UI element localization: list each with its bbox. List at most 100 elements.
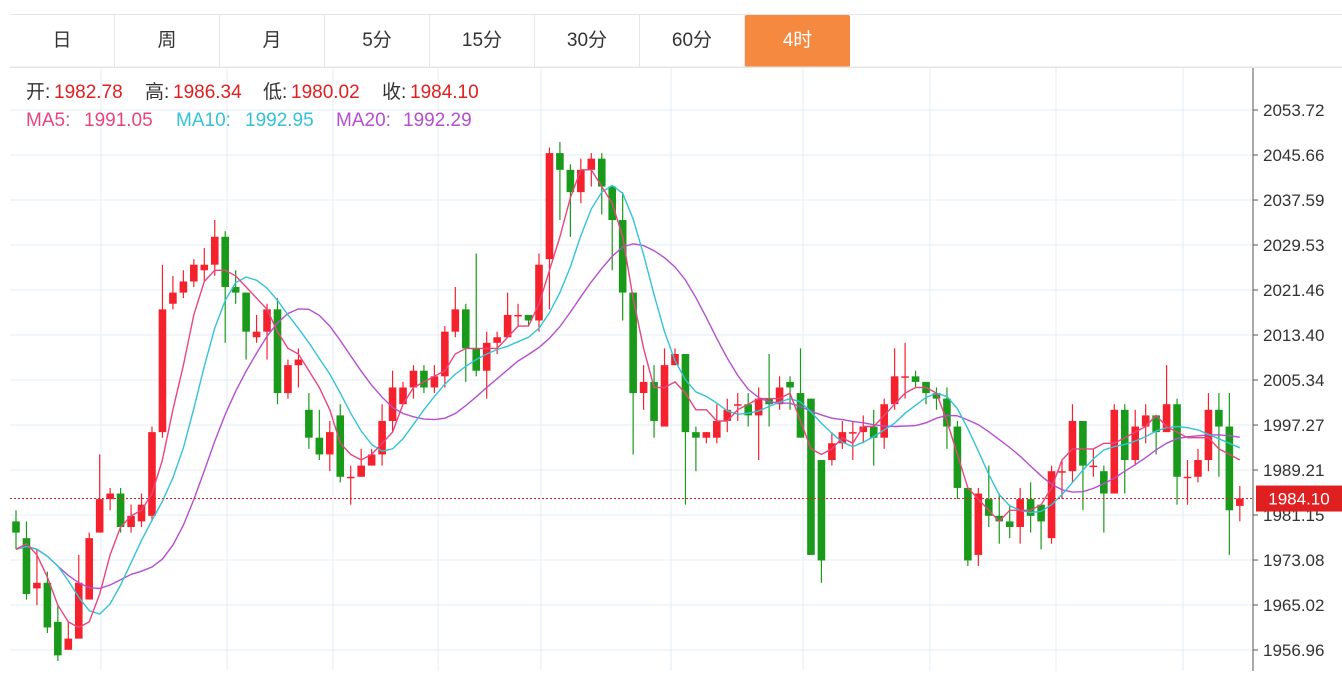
candle-117: [1236, 486, 1244, 522]
candle-body: [74, 582, 83, 639]
candle-body: [1183, 476, 1192, 479]
candle-body: [545, 153, 554, 260]
candle-102: [1079, 420, 1087, 511]
y-tick-label-7: 1997.27: [1263, 416, 1324, 435]
tab-day[interactable]: 日: [10, 15, 115, 67]
candle-body: [503, 314, 512, 338]
candle-114: [1204, 393, 1213, 472]
candle-70: [744, 393, 752, 427]
y-tick-label-1: 2045.66: [1263, 146, 1324, 165]
period-tabs: 日 周 月 5分 15分 30分 60分 4时: [10, 14, 1342, 68]
tab-60min[interactable]: 60分: [640, 15, 745, 67]
tab-5min[interactable]: 5分: [325, 15, 430, 67]
candle-69: [733, 393, 742, 421]
candle-90: [953, 420, 962, 500]
candle-body: [461, 309, 470, 349]
candle-26: [284, 359, 292, 399]
candle-2: [33, 549, 41, 606]
candle-body: [441, 331, 449, 377]
candle-91: [964, 487, 972, 567]
candle-37: [399, 381, 407, 405]
candle-body: [556, 153, 564, 170]
candle-body: [336, 415, 345, 477]
candle-54: [577, 158, 585, 204]
candle-body: [660, 365, 669, 427]
candle-body: [807, 398, 815, 555]
candle-body: [901, 376, 909, 378]
ma-readout: MA5: 1991.05 MA10: 1992.95 MA20: 1992.29: [26, 110, 472, 131]
candle-body: [639, 381, 648, 394]
y-tick-label-10: 1973.08: [1263, 551, 1324, 570]
candle-body: [1026, 499, 1035, 516]
candle-20: [221, 231, 229, 343]
ma5-line: [15, 169, 1241, 629]
candle-body: [796, 393, 805, 438]
candle-86: [911, 370, 920, 388]
candle-84: [890, 348, 899, 410]
candle-body: [106, 493, 114, 500]
candlestick-chart[interactable]: 2053.72 2045.66 2037.59 2029.53 2021.46 2013.…: [0, 66, 1342, 671]
candle-body: [148, 432, 156, 516]
candle-body: [1089, 465, 1098, 468]
current-price-marker: 1984.10: [10, 485, 1342, 512]
candle-1: [22, 521, 31, 600]
candle-body: [618, 220, 627, 293]
candle-body: [775, 387, 784, 405]
candle-14: [158, 264, 167, 438]
candle-73: [775, 376, 784, 410]
candle-18: [200, 247, 209, 282]
candle-83: [880, 398, 888, 449]
candle-66: [702, 432, 711, 444]
candle-98: [1037, 504, 1045, 550]
candle-77: [817, 460, 826, 583]
price-axis: 2053.72 2045.66 2037.59 2029.53 2021.46 2013.…: [1253, 101, 1324, 660]
candle-body: [284, 365, 292, 394]
candle-0: [12, 510, 20, 550]
candle-body: [378, 420, 386, 455]
candle-body: [95, 499, 104, 533]
candle-body: [964, 487, 972, 561]
candle-body: [1225, 426, 1234, 511]
tab-week[interactable]: 周: [115, 15, 220, 67]
candle-body: [430, 376, 439, 388]
candle-body: [1173, 404, 1181, 477]
candle-body: [566, 169, 575, 193]
candle-112: [1183, 460, 1192, 505]
candle-body: [733, 404, 742, 406]
candle-body: [273, 309, 282, 394]
candle-61: [650, 365, 658, 438]
candle-body: [1131, 426, 1140, 461]
candle-29: [315, 409, 324, 461]
y-tick-label-4: 2021.46: [1263, 281, 1324, 300]
candle-36: [388, 370, 397, 433]
candle-58: [618, 192, 627, 321]
y-tick-label-2: 2037.59: [1263, 191, 1324, 210]
tab-month[interactable]: 月: [220, 15, 325, 67]
candle-40: [430, 365, 439, 394]
candle-body: [179, 281, 188, 293]
candle-body: [221, 236, 229, 288]
candle-body: [1079, 420, 1087, 466]
candle-body: [158, 309, 167, 433]
candle-100: [1058, 460, 1066, 500]
candle-111: [1173, 398, 1181, 505]
candle-body: [597, 158, 606, 187]
candle-body: [116, 493, 125, 527]
candle-body: [692, 432, 700, 438]
tab-30min[interactable]: 30分: [535, 15, 640, 67]
candle-60: [639, 365, 648, 410]
candle-25: [273, 298, 282, 405]
candle-body: [723, 409, 732, 421]
candle-body: [1100, 471, 1108, 494]
candle-body: [43, 582, 52, 628]
candle-body: [388, 387, 397, 421]
candles: [12, 141, 1244, 661]
candle-body: [859, 426, 868, 433]
candle-body: [629, 292, 637, 394]
candle-body: [974, 493, 983, 555]
candle-28: [305, 393, 313, 449]
candle-body: [984, 499, 993, 516]
candle-56: [597, 153, 606, 215]
tab-15min[interactable]: 15分: [430, 15, 535, 67]
tab-4hour[interactable]: 4时: [745, 15, 850, 67]
